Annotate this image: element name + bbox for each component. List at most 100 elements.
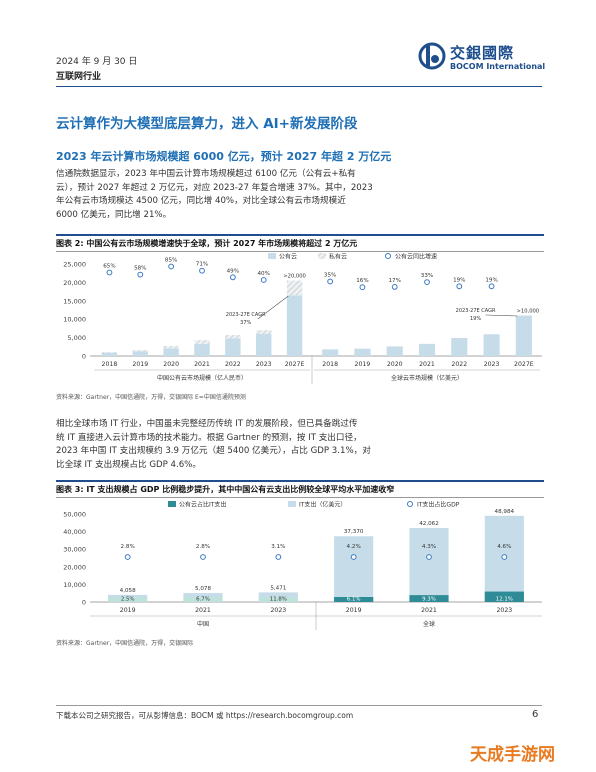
- para2-line: 2023 年中国 IT 支出规模约 3.9 万亿元（超 5400 亿美元），占比…: [56, 446, 371, 457]
- gdp-share-label: 4.2%: [347, 544, 361, 550]
- growth-marker: [456, 283, 463, 290]
- x-tick-label: 2022: [451, 361, 467, 368]
- para1-line: 信通院数据显示，2023 年中国云计算市场规模超过 6100 亿元（公有云+私有: [56, 169, 356, 179]
- bar-public: [322, 349, 339, 356]
- report-sector: 互联网行业: [56, 72, 102, 82]
- figure-2-source: 资料来源：Gartner，中国信通院，万得，交银国际 E=中国信通院预测: [56, 394, 246, 401]
- growth-label: 85%: [165, 258, 177, 264]
- y-tick-label: 10,000: [63, 581, 86, 589]
- cagr-label: 2023-27E CAGR: [226, 312, 266, 318]
- cloud-share-label: 11.8%: [270, 597, 287, 603]
- growth-label: 19%: [485, 277, 497, 283]
- bar-public: [286, 295, 303, 356]
- growth-label: 49%: [227, 268, 239, 274]
- bar-cloud-share: [484, 591, 524, 602]
- growth-marker: [260, 277, 267, 283]
- growth-marker: [488, 283, 495, 290]
- gdp-share-label: 4.3%: [422, 544, 436, 550]
- gdp-share-marker: [426, 554, 432, 560]
- x-tick-label: 2023: [496, 607, 512, 614]
- group-label: 全球云市场规模（亿美元）: [391, 374, 463, 382]
- growth-label: 33%: [421, 273, 433, 279]
- cloud-share-label: 9.3%: [422, 597, 436, 603]
- header-rule: [56, 86, 542, 87]
- x-tick-label: 2019: [132, 361, 148, 368]
- bar-private: [101, 351, 118, 353]
- bar-public: [101, 352, 118, 356]
- cloud-share-label: 6.7%: [196, 597, 210, 603]
- growth-marker: [359, 284, 366, 291]
- paragraph-1: 信通院数据显示，2023 年中国云计算市场规模超过 6100 亿元（公有云+私有…: [56, 168, 376, 222]
- footer-text: 下载本公司之研究报告，可从彭博信息：BOCM 或 https://researc…: [56, 711, 354, 720]
- bar-public: [194, 343, 210, 356]
- growth-marker: [391, 284, 398, 290]
- x-tick-label: 2020: [387, 361, 403, 368]
- x-tick-label: 2020: [163, 361, 179, 368]
- y-tick-label: 50,000: [63, 511, 86, 519]
- figure-2-chart: 25,000 20,000 15,000 10,000 5,000 0 公有云 私有云 公有云同…: [63, 253, 542, 384]
- cagr-arrow: [485, 314, 518, 317]
- growth-marker: [229, 274, 236, 281]
- x-tick-label: 2027E: [285, 361, 305, 368]
- bar-it-spend: [334, 536, 374, 602]
- growth-label: 17%: [388, 278, 400, 284]
- x-tick-label: 2027E: [514, 361, 534, 368]
- cagr-label: 2023-27E CAGR: [456, 308, 496, 314]
- para1-line: 6000 亿美元，同比增 21%。: [56, 209, 172, 220]
- growth-marker: [168, 263, 175, 270]
- group-label: 中国: [197, 620, 209, 628]
- legend-marker-growth: [385, 253, 391, 259]
- legend-label: IT支出占比GDP: [417, 501, 460, 509]
- x-tick-label: 2021: [195, 607, 211, 614]
- cagr-value: 19%: [470, 316, 481, 322]
- legend-marker-teal: [168, 501, 176, 507]
- x-tick-label: 2018: [102, 361, 118, 368]
- legend-label: 公有云占比IT支出: [179, 501, 226, 509]
- x-tick-label: 2023: [256, 361, 272, 368]
- growth-marker: [424, 279, 430, 286]
- legend-marker-gdp: [407, 501, 413, 507]
- x-tick-label: 2022: [225, 361, 241, 368]
- x-tick-label: 2019: [346, 607, 362, 614]
- it-spend-label: 5,078: [195, 586, 211, 592]
- para1-line: 年公有云市场规模达 4500 亿元，同比增 40%，对比全球公有云市场规模近: [56, 196, 346, 207]
- group-label: 中国公有云市场规模（亿人民币）: [157, 374, 247, 382]
- para2-line: 比全球 IT 支出规模占比 GDP 4.6%。: [56, 459, 201, 470]
- x-tick-label: 2021: [194, 361, 210, 368]
- paragraph-2: 相比全球市场 IT 行业，中国虽未完整经历传统 IT 的发展阶段，但已具备跳过传…: [56, 418, 396, 472]
- it-spend-label: 37,370: [344, 529, 364, 535]
- page-number: 6: [532, 709, 539, 720]
- it-spend-label: 5,471: [270, 585, 286, 591]
- footer-rule: [56, 705, 542, 706]
- bar-cloud-share: [183, 597, 223, 602]
- group-label: 全球: [423, 620, 435, 628]
- growth-marker: [199, 267, 205, 274]
- growth-label: 40%: [257, 271, 269, 277]
- gdp-share-marker: [124, 554, 131, 560]
- y-tick-label: 5,000: [67, 334, 86, 342]
- it-spend-label: 48,984: [495, 509, 515, 515]
- cagr-arrow: [257, 295, 289, 320]
- bar-public: [515, 315, 532, 356]
- legend-label: 私有云: [329, 253, 347, 261]
- growth-label: 65%: [103, 264, 115, 270]
- gdp-share-marker: [501, 554, 508, 560]
- legend-label: 公有云: [279, 253, 297, 261]
- growth-label: 19%: [453, 277, 465, 283]
- bar-public: [451, 337, 468, 356]
- bar-private: [194, 340, 210, 344]
- figure-3-title: 图表 3: IT 支出规模占 GDP 比例稳步提升，其中中国公有云支出比例较全球…: [56, 480, 544, 498]
- bocom-logo-icon: [418, 42, 446, 70]
- x-tick-label: 2021: [421, 607, 437, 614]
- growth-marker: [137, 271, 144, 278]
- bar-cloud-share: [258, 597, 298, 602]
- y-tick-label: 15,000: [63, 297, 86, 305]
- figure-3-chart: 50,000 40,000 30,000 20,000 10,000 0 公有云占比IT支出…: [63, 501, 542, 630]
- gdp-share-label: 4.6%: [497, 544, 511, 550]
- figure-2-title: 图表 2: 中国公有云市场规模增速快于全球，预计 2027 年市场规模将超过 2…: [56, 234, 544, 252]
- growth-label: 71%: [196, 262, 208, 268]
- bar-public: [386, 346, 403, 356]
- section-title: 云计算作为大模型底层算力，进入 AI+新发展阶段: [56, 116, 358, 132]
- bar-cloud-share: [334, 597, 374, 602]
- legend-label: 公有云同比增速: [395, 253, 437, 261]
